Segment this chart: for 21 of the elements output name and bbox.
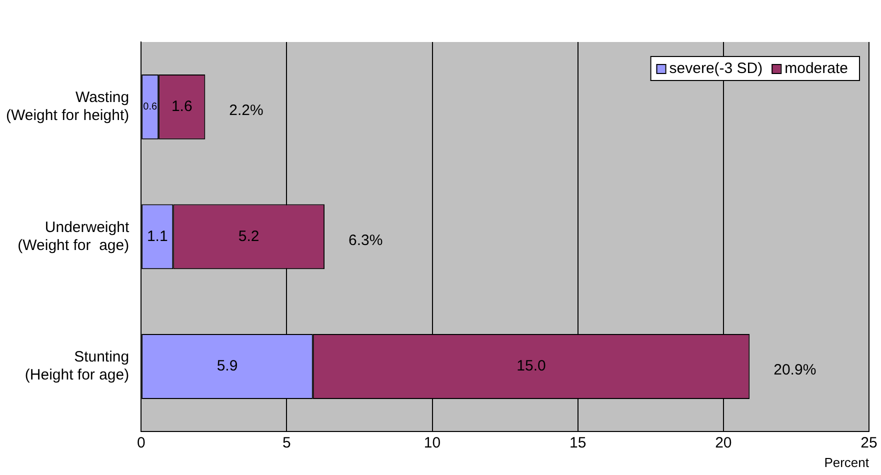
x-tick-label: 10	[424, 434, 441, 452]
total-label: 2.2%	[229, 102, 264, 120]
data-label: 15.0	[516, 358, 546, 375]
legend-label: severe(-3 SD)	[669, 60, 763, 78]
x-tick-label: 15	[570, 434, 586, 452]
y-tick-label: Wasting (Weight for height)	[6, 89, 130, 124]
x-tick-label: 20	[715, 434, 732, 452]
x-axis-title: Percent	[824, 454, 870, 470]
data-label: 5.2	[238, 228, 260, 245]
y-tick-label: Underweight (Weight for age)	[18, 218, 130, 254]
x-tick-label: 25	[860, 434, 878, 452]
x-tick-label: 0	[136, 434, 146, 452]
data-label: 0.6	[143, 102, 158, 113]
legend-label: moderate	[784, 60, 848, 78]
data-label: 5.9	[216, 358, 238, 375]
data-label: 1.1	[146, 228, 168, 245]
x-tick-label: 5	[282, 434, 291, 452]
total-label: 6.3%	[348, 232, 383, 249]
data-label: 1.6	[171, 98, 192, 116]
total-label: 20.9%	[774, 362, 816, 379]
y-tick-label: Stunting (Height for age)	[24, 348, 130, 384]
